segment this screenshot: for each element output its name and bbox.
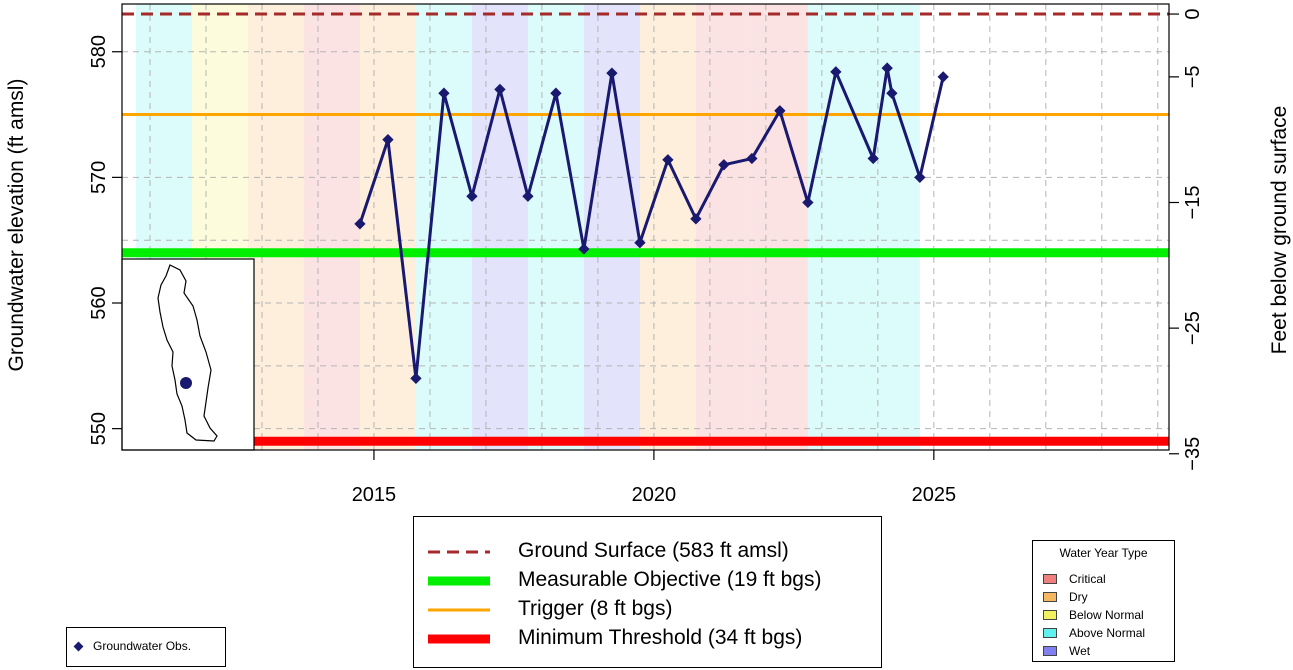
- x-tick-label: 2015: [352, 484, 397, 506]
- legend-item-critical: Critical: [1043, 571, 1106, 587]
- below-normal-swatch: [1043, 610, 1057, 620]
- y-tick-label: 580: [88, 35, 110, 68]
- water-year-band-dry: [639, 4, 696, 450]
- data-point: [867, 152, 879, 165]
- basin-outline-icon: [157, 264, 218, 442]
- legend-item-wet: Wet: [1043, 643, 1090, 659]
- legend-label-measurable-objective: Measurable Objective (19 ft bgs): [518, 568, 822, 591]
- y-tick-label: 560: [88, 286, 110, 319]
- legend-label-above-normal: Above Normal: [1069, 626, 1146, 640]
- data-point: [634, 237, 646, 249]
- data-point: [578, 243, 590, 255]
- data-point: [746, 152, 758, 165]
- grid: [122, 4, 1169, 450]
- data-point: [718, 159, 730, 171]
- legend-item-measurable-objective: Measurable Objective (19 ft bgs): [428, 565, 821, 595]
- diamond-marker-icon: [73, 641, 84, 651]
- x-tick-label: 2025: [912, 484, 957, 506]
- legend-item-ground-surface: Ground Surface (583 ft amsl): [428, 536, 789, 566]
- axes: 2015 2020 2025 550 560 570 580 0 −5 −15 −25 −35: [88, 3, 1204, 506]
- data-point: [690, 213, 702, 225]
- dry-swatch: [1043, 592, 1057, 602]
- legend-item-below-normal: Below Normal: [1043, 607, 1144, 623]
- water-year-band-critical: [303, 4, 360, 450]
- main-legend: Ground Surface (583 ft amsl) Measurable …: [413, 516, 882, 668]
- water-year-band-wet: [471, 4, 528, 450]
- y2-tick-label: −35: [1182, 437, 1204, 471]
- series-layer: [354, 62, 949, 385]
- water-year-bands: [135, 4, 920, 450]
- y-tick-label: 570: [88, 161, 110, 194]
- above-normal-swatch: [1043, 628, 1057, 638]
- legend-label-trigger: Trigger (8 ft bgs): [518, 597, 673, 620]
- y-tick-label: 550: [88, 412, 110, 445]
- data-point: [466, 190, 478, 202]
- y2-axis-label: Feet below ground surface: [1268, 106, 1291, 355]
- y2-tick-label: −15: [1182, 186, 1204, 220]
- legend-item-minimum-threshold: Minimum Threshold (34 ft bgs): [428, 623, 802, 653]
- water-year-band-dry: [359, 4, 416, 450]
- wet-swatch: [1043, 646, 1057, 656]
- water-year-band-dry: [247, 4, 304, 450]
- legend-label-minimum-threshold: Minimum Threshold (34 ft bgs): [518, 626, 803, 649]
- legend-label-wet: Wet: [1069, 644, 1091, 658]
- water-year-band-critical: [695, 4, 752, 450]
- water-year-type-title: Water Year Type: [1059, 546, 1148, 560]
- data-point: [382, 134, 394, 146]
- y2-tick-label: −25: [1182, 311, 1204, 345]
- x-tick-label: 2020: [632, 484, 677, 506]
- y2-tick-label: −5: [1182, 65, 1204, 88]
- data-point: [410, 372, 422, 385]
- water-year-band-above-normal: [863, 4, 920, 450]
- legend-item-trigger: Trigger (8 ft bgs): [428, 594, 672, 624]
- plot-frame: [121, 3, 1170, 451]
- legend-label-groundwater-obs: Groundwater Obs.: [93, 639, 192, 653]
- reference-lines: [122, 12, 1169, 446]
- y-axis-label: Groundwater elevation (ft amsl): [5, 79, 28, 372]
- legend-label-below-normal: Below Normal: [1069, 608, 1144, 622]
- water-year-band-above-normal: [415, 4, 472, 450]
- data-point: [354, 218, 366, 230]
- data-point: [937, 71, 949, 83]
- legend-item-above-normal: Above Normal: [1043, 625, 1145, 641]
- data-point: [914, 171, 926, 184]
- legend-label-ground-surface: Ground Surface (583 ft amsl): [518, 539, 789, 562]
- data-point: [802, 196, 814, 209]
- legend-item-dry: Dry: [1043, 589, 1088, 605]
- observation-legend: Groundwater Obs.: [66, 627, 226, 667]
- location-inset-map: [121, 258, 255, 451]
- y2-tick-label: 0: [1182, 8, 1204, 19]
- legend-label-dry: Dry: [1069, 590, 1088, 604]
- well-location-marker: [180, 377, 192, 389]
- data-point: [522, 190, 534, 202]
- water-year-type-legend: Water Year Type Critical Dry Below Norma…: [1032, 540, 1175, 662]
- legend-label-critical: Critical: [1069, 572, 1106, 586]
- water-year-band-critical: [751, 4, 808, 450]
- water-year-band-above-normal: [527, 4, 584, 450]
- data-point: [662, 154, 674, 166]
- critical-swatch: [1043, 574, 1057, 584]
